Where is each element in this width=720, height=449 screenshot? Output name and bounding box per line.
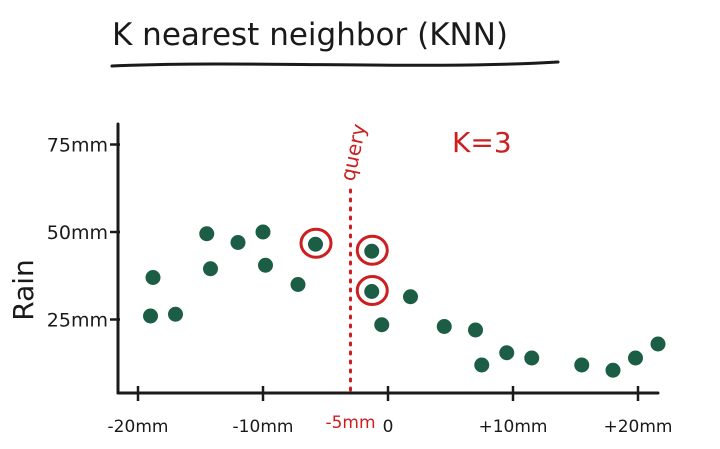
x-ticks: -20mm -10mm 0 +10mm +20mm [108,386,673,437]
data-point [255,224,271,240]
x-tick-label: -10mm [233,417,294,437]
query-label: query [335,121,371,183]
x-tick-label: -20mm [108,417,169,437]
data-point [436,319,452,334]
data-point [290,277,306,292]
data-point [468,322,483,338]
data-point [374,317,390,333]
data-point [145,270,161,285]
query-tick-label: -5mm [325,413,375,433]
x-tick-label: +20mm [604,417,673,437]
y-tick-label: 75mm [47,135,108,157]
data-point [230,235,246,250]
data-points [143,224,666,378]
neighbor-circles [299,227,389,306]
data-point [499,345,515,361]
neighbor-circle [355,275,389,306]
y-axis-label: Rain [7,259,40,321]
data-point [628,350,643,366]
data-point [203,261,218,277]
data-point [308,236,323,252]
chart-title: K nearest neighbor (KNN) [112,17,508,53]
x-tick-label: +10mm [479,417,548,437]
x-tick-label: 0 [383,417,394,437]
data-point [403,289,418,305]
data-point [168,306,183,322]
data-point [574,357,590,373]
data-point [364,284,380,299]
y-tick-label: 50mm [47,222,108,244]
data-point [199,226,215,242]
neighbor-circle [299,227,333,259]
y-ticks: 25mm 50mm 75mm [47,135,120,332]
y-tick-label: 25mm [47,310,108,332]
data-point [650,336,666,352]
title-underline [110,60,560,68]
data-point [524,350,540,366]
data-point [364,243,380,259]
data-point [605,362,621,378]
neighbor-circle [355,234,389,266]
data-point [143,308,158,324]
data-point [258,257,273,273]
k-label: K=3 [452,126,512,159]
data-point [474,357,490,373]
